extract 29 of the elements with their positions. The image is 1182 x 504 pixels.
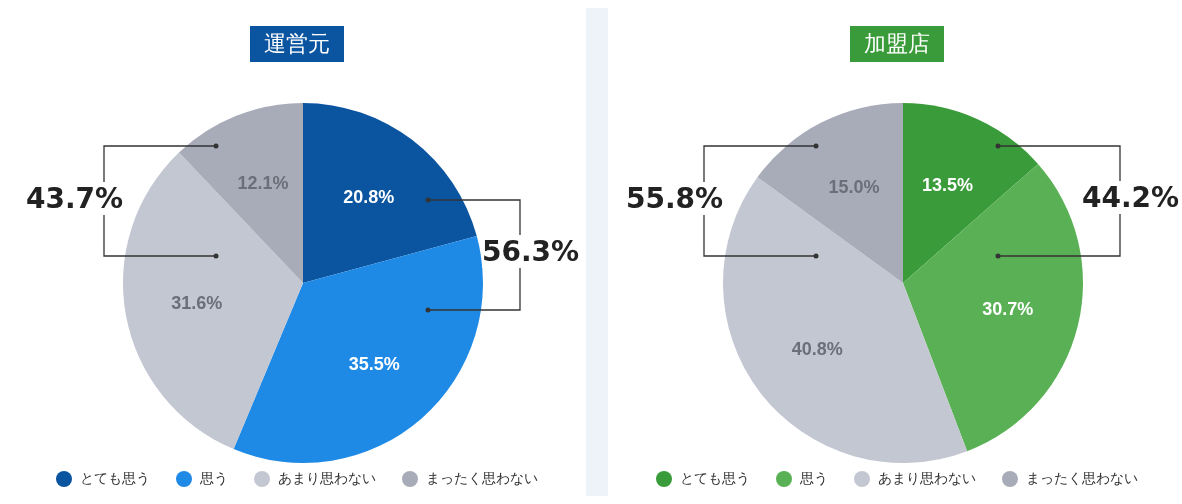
pie-slice (123, 152, 303, 450)
pie-slice (178, 103, 303, 283)
text: 43.7% (26, 182, 124, 215)
text: 56.3% (482, 235, 580, 268)
pie-slice (303, 103, 477, 283)
legend-label: あまり思わない (877, 470, 976, 488)
legend-label: まったく思わない (1025, 470, 1138, 488)
pie-slice (757, 103, 903, 283)
data-label: 31.6% (171, 292, 223, 313)
legend-label: 思う (799, 470, 828, 488)
data-label: 13.5% (921, 174, 973, 195)
chart-title: 運営元 (250, 26, 344, 62)
legend-label: あまり思わない (277, 470, 376, 488)
data-label: 20.8% (343, 187, 395, 208)
data-label: 35.5% (348, 354, 400, 375)
data-label: 15.0% (828, 176, 880, 197)
data-label: 30.7% (982, 298, 1034, 319)
text: 55.8% (626, 182, 724, 215)
data-label: 12.1% (237, 172, 289, 193)
pie-slice (903, 103, 1039, 283)
legend-label: 思う (199, 470, 228, 488)
legend-label: とても思う (679, 470, 750, 488)
legend-label: まったく思わない (425, 470, 538, 488)
pie-slice (903, 163, 1083, 452)
text: 44.2% (1082, 181, 1180, 214)
chart-title: 加盟店 (850, 26, 944, 62)
legend-label: とても思う (79, 470, 150, 488)
pie-slice (233, 236, 483, 463)
data-label: 40.8% (791, 338, 843, 359)
